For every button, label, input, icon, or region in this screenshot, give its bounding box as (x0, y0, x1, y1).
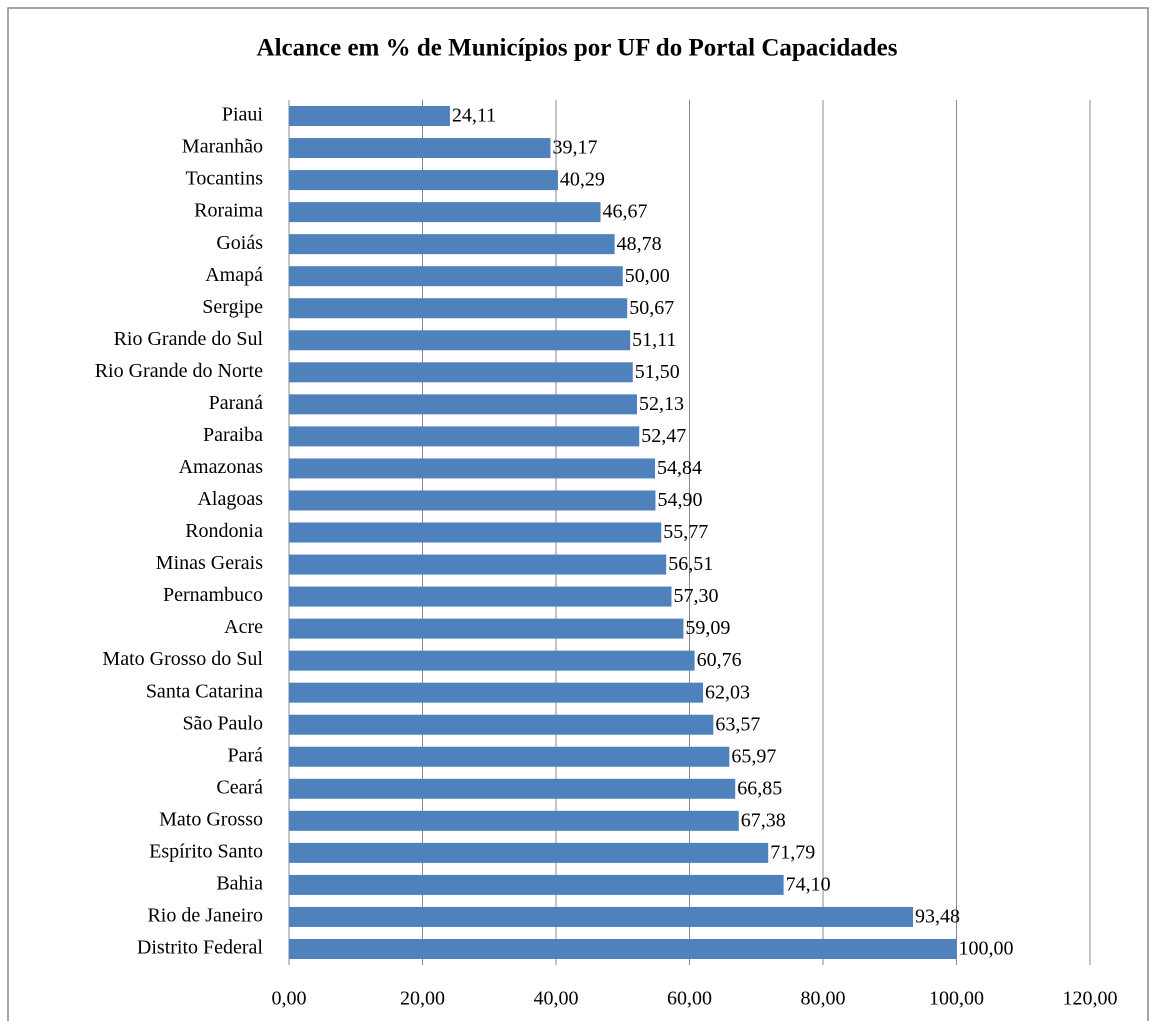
data-label: 74,10 (786, 874, 831, 896)
bar (289, 938, 957, 959)
bar (289, 810, 739, 831)
bar (289, 202, 601, 223)
x-tick-label: 80,00 (801, 988, 846, 1010)
data-label: 52,13 (639, 393, 684, 415)
y-tick-label: Rio Grande do Sul (114, 328, 264, 350)
data-label: 59,09 (685, 617, 730, 639)
bar (289, 138, 551, 159)
bar (289, 234, 615, 255)
data-label: 65,97 (731, 745, 776, 767)
data-label: 66,85 (737, 777, 782, 799)
bar (289, 586, 672, 607)
x-tick-label: 0,00 (272, 988, 307, 1010)
data-label: 52,47 (641, 425, 686, 447)
bar (289, 682, 704, 703)
bar (289, 458, 656, 479)
y-tick-label: Roraima (194, 200, 263, 222)
data-label: 40,29 (560, 169, 605, 191)
y-tick-label: Bahia (216, 873, 263, 895)
data-label: 63,57 (715, 713, 760, 735)
y-tick-label: Distrito Federal (137, 937, 264, 959)
data-label: 93,48 (915, 906, 960, 928)
y-tick-label: São Paulo (182, 712, 263, 734)
bar (289, 746, 730, 767)
x-tick-label: 20,00 (400, 988, 445, 1010)
data-label: 50,67 (629, 297, 674, 319)
data-label: 62,03 (705, 681, 750, 703)
data-label: 67,38 (741, 809, 786, 831)
bar (289, 650, 695, 671)
data-label: 100,00 (959, 938, 1014, 960)
data-label: 50,00 (625, 265, 670, 287)
data-label: 54,90 (657, 489, 702, 511)
bar (289, 522, 662, 543)
bar (289, 266, 623, 287)
y-tick-label: Paraná (209, 392, 264, 414)
y-tick-label: Rio Grande do Norte (95, 360, 263, 382)
y-tick-label: Paraiba (203, 424, 263, 446)
y-tick-label: Piaui (222, 104, 264, 126)
y-tick-label: Mato Grosso do Sul (102, 648, 263, 670)
data-label: 51,11 (632, 329, 676, 351)
data-label: 60,76 (697, 649, 742, 671)
y-tick-label: Sergipe (202, 296, 263, 318)
y-tick-label: Pernambuco (163, 584, 263, 606)
bar (289, 778, 736, 799)
y-tick-label: Pará (227, 744, 263, 766)
data-label: 48,78 (617, 233, 662, 255)
bar (289, 298, 628, 319)
y-tick-label: Amazonas (179, 456, 264, 478)
x-tick-label: 100,00 (929, 988, 984, 1010)
data-label: 51,50 (635, 361, 680, 383)
y-tick-label: Ceará (216, 776, 263, 798)
bar (289, 490, 656, 511)
x-tick-label: 60,00 (667, 988, 712, 1010)
data-label: 39,17 (552, 137, 597, 159)
bar (289, 618, 684, 639)
y-tick-label: Acre (224, 616, 263, 638)
bar (289, 842, 769, 863)
y-tick-label: Minas Gerais (156, 552, 263, 574)
bar (289, 394, 637, 415)
data-label: 71,79 (770, 841, 815, 863)
y-tick-label: Rio de Janeiro (147, 905, 263, 927)
data-label: 55,77 (663, 521, 708, 543)
data-label: 54,84 (657, 457, 702, 479)
bar (289, 330, 631, 351)
y-tick-label: Tocantins (186, 168, 264, 190)
y-tick-label: Rondonia (185, 520, 263, 542)
bar (289, 874, 784, 895)
data-label: 46,67 (603, 201, 648, 223)
bar (289, 554, 667, 575)
y-tick-label: Mato Grosso (159, 808, 263, 830)
y-tick-label: Alagoas (197, 488, 263, 510)
data-label: 57,30 (673, 585, 718, 607)
x-tick-label: 120,00 (1063, 988, 1118, 1010)
chart-frame (7, 7, 1149, 1021)
data-label: 56,51 (668, 553, 713, 575)
data-label: 24,11 (452, 105, 496, 127)
bar (289, 362, 633, 383)
y-tick-label: Santa Catarina (146, 680, 263, 702)
bar (289, 714, 714, 735)
x-tick-label: 40,00 (534, 988, 579, 1010)
chart-title: Alcance em % de Municípios por UF do Por… (257, 35, 898, 62)
bar (289, 170, 558, 191)
bar (289, 106, 450, 127)
y-tick-label: Maranhão (182, 136, 263, 158)
y-tick-label: Goiás (216, 232, 263, 254)
bar (289, 426, 640, 447)
bar (289, 906, 913, 927)
y-tick-label: Amapá (205, 264, 263, 286)
y-tick-label: Espírito Santo (149, 840, 263, 862)
